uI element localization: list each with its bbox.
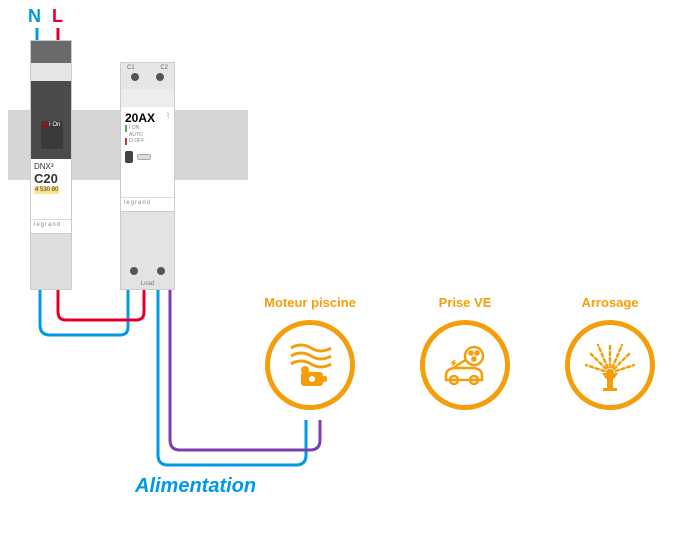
contactor-load-label: Load [121, 281, 174, 287]
load-pool: Moteur piscine [260, 295, 360, 410]
load-ev-title: Prise VE [415, 295, 515, 310]
breaker-faceplate: DNX³ C20 4 530 80 [31, 159, 71, 219]
breaker-toggle[interactable]: I On [41, 121, 63, 149]
breaker-model: DNX³ [34, 162, 68, 171]
mode-off: O OFF [125, 138, 170, 145]
circuit-breaker: I On DNX³ C20 4 530 80 legrand [30, 40, 72, 290]
sprinkler-icon [565, 320, 655, 410]
breaker-top-terminal [31, 41, 71, 63]
wiring-svg [0, 0, 700, 550]
pool-icon [265, 320, 355, 410]
wifi-icon: ⌇ [166, 111, 170, 120]
terminal-c1: C1 [127, 65, 135, 71]
terminal-c2: C2 [160, 65, 168, 71]
contactor-rating: 20AX [125, 111, 170, 125]
contactor-mode-button[interactable] [125, 151, 133, 163]
ev-icon [420, 320, 510, 410]
contactor-modes: I ON AUTO O OFF [125, 125, 170, 145]
breaker-spacer1 [31, 63, 71, 81]
alimentation-label: Alimentation [135, 475, 256, 498]
breaker-rating: C20 [34, 171, 68, 186]
breaker-switch-area: I On [31, 81, 71, 159]
contactor-bottom-terminal: Load [121, 211, 174, 289]
breaker-bottom-terminal [31, 233, 71, 289]
line-label: L [52, 6, 63, 27]
breaker-brand: legrand [31, 219, 71, 233]
load-sprinkler-title: Arrosage [560, 295, 660, 310]
load-pool-title: Moteur piscine [260, 295, 360, 310]
breaker-toggle-label: I On [49, 122, 60, 128]
contactor-spacer1 [121, 89, 174, 107]
breaker-ref: 4 530 80 [34, 186, 59, 194]
contactor-faceplate: ⌇ 20AX I ON AUTO O OFF [121, 107, 174, 197]
contactor-brand: legrand [121, 197, 174, 211]
load-sprinkler: Arrosage [560, 295, 660, 410]
contactor-top-terminals: C1 C2 [121, 63, 174, 89]
smart-contactor: C1 C2 ⌇ 20AX I ON AUTO O OFF legrand Loa… [120, 62, 175, 290]
contactor-indicator [137, 154, 151, 160]
load-ev: Prise VE [415, 295, 515, 410]
neutral-label: N [28, 6, 41, 27]
